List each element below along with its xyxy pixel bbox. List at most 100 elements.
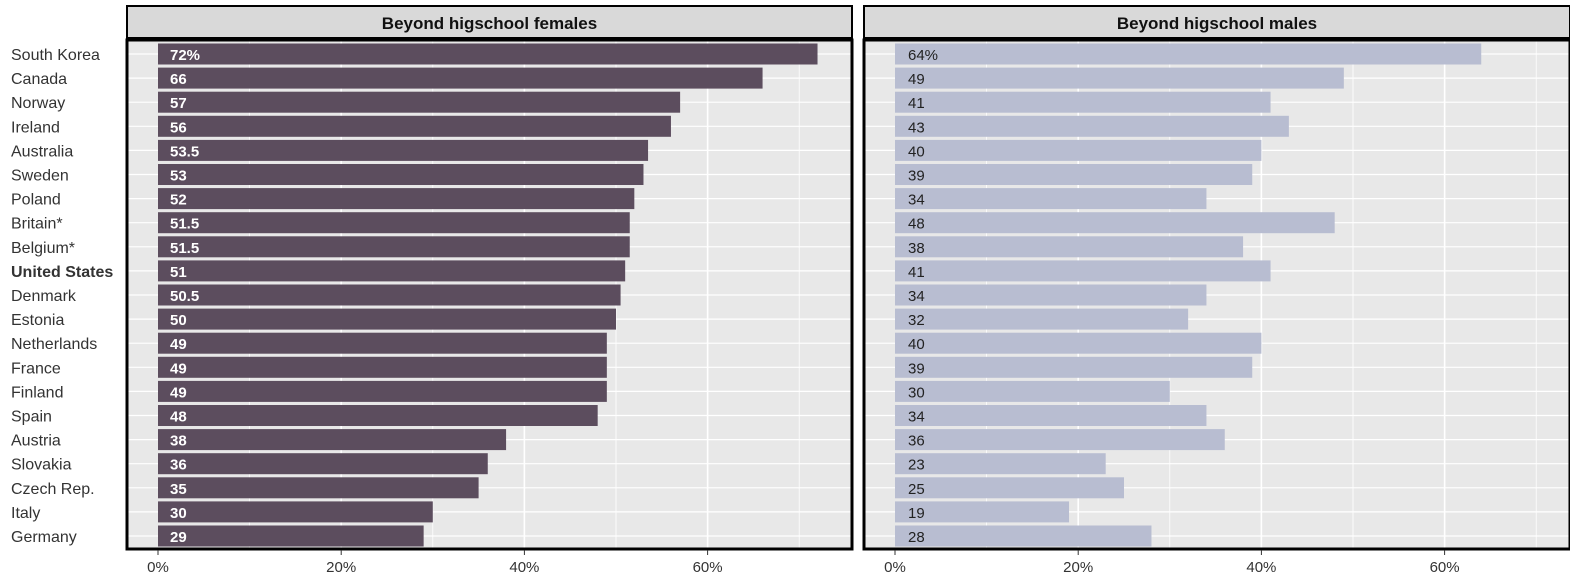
bar-females [158,525,424,547]
bar-females [158,308,616,330]
data-label-females: 53.5 [170,143,199,160]
x-tick-label: 20% [326,559,356,576]
data-label-males: 40 [908,143,925,160]
y-tick-label: Slovakia [11,457,72,474]
x-tick-label: 40% [1246,559,1276,576]
data-label-males: 23 [908,457,925,474]
y-tick-label: Canada [11,71,67,88]
x-tick-label: 20% [1063,559,1093,576]
bar-females [158,380,607,402]
data-label-males: 28 [908,529,925,546]
data-label-males: 32 [908,312,925,329]
y-tick-label: South Korea [11,47,100,64]
data-label-females: 36 [170,457,187,474]
data-label-females: 57 [170,95,187,112]
bar-females [158,356,607,378]
y-tick-label: Finland [11,384,63,401]
bar-females [158,236,630,258]
bar-females [158,477,479,499]
bar-males [895,260,1271,282]
bar-females [158,43,818,65]
data-label-males: 36 [908,433,925,450]
bar-males [895,164,1253,185]
data-label-females: 52 [170,192,187,209]
data-label-females: 35 [170,481,187,498]
facet-strip-males [863,5,1570,39]
bar-females [158,91,681,113]
data-label-females: 51 [170,264,187,281]
bar-females [158,164,644,185]
data-label-females: 30 [170,505,187,522]
y-tick-label: Sweden [11,168,69,185]
bar-males [895,308,1189,330]
data-label-males: 48 [908,216,925,233]
x-tick-label: 40% [509,559,539,576]
bar-males [895,380,1170,402]
bar-males [895,91,1271,113]
bar-males [895,501,1070,523]
y-tick-label: France [11,360,61,377]
facet-title-males: Beyond higschool males [1117,14,1317,33]
data-label-females: 51.5 [170,216,199,233]
y-tick-label: Czech Rep. [11,481,95,498]
x-tick-label: 60% [693,559,723,576]
data-label-males: 64% [908,47,938,64]
data-label-females: 51.5 [170,240,199,257]
bar-males [895,284,1207,306]
bar-females [158,332,607,354]
data-label-males: 39 [908,360,925,377]
y-tick-label: Norway [11,95,65,112]
facet-title-females: Beyond higschool females [382,14,597,33]
data-label-males: 41 [908,264,925,281]
bar-females [158,115,671,137]
y-tick-label: Germany [11,529,77,546]
data-label-females: 49 [170,336,187,353]
y-tick-label: Netherlands [11,336,97,353]
data-label-males: 39 [908,168,925,185]
bar-females [158,67,763,89]
bar-males [895,453,1106,475]
x-tick-label: 0% [884,559,906,576]
data-label-females: 49 [170,360,187,377]
panel-frame-males [862,38,1570,551]
data-label-males: 25 [908,481,925,498]
data-label-males: 40 [908,336,925,353]
facet-strip-females [126,5,853,39]
bar-males [895,115,1289,137]
bar-males [895,477,1124,499]
data-label-males: 34 [908,409,925,426]
bar-males [895,356,1253,378]
data-label-females: 72% [170,47,200,64]
data-label-males: 19 [908,505,925,522]
data-label-females: 50.5 [170,288,199,305]
data-label-males: 30 [908,384,925,401]
y-tick-label: United States [11,264,113,281]
bar-males [895,525,1152,547]
bar-males [895,212,1335,234]
bar-males [895,139,1262,161]
y-tick-label: Ireland [11,119,60,136]
bar-females [158,188,635,210]
y-tick-label: Denmark [11,288,77,305]
y-tick-label: Italy [11,505,40,522]
data-label-males: 38 [908,240,925,257]
bar-females [158,501,433,523]
bar-females [158,405,598,426]
data-label-females: 66 [170,71,187,88]
bar-females [158,453,488,475]
bar-males [895,429,1225,451]
y-tick-label: Britain* [11,216,63,233]
data-label-females: 53 [170,168,187,185]
bar-females [158,260,626,282]
bar-males [895,188,1207,210]
x-tick-label: 60% [1430,559,1460,576]
bar-males [895,405,1207,426]
data-label-females: 48 [170,409,187,426]
data-label-males: 43 [908,119,925,136]
data-label-males: 49 [908,71,925,88]
bar-males [895,67,1344,89]
bar-males [895,236,1244,258]
data-label-males: 34 [908,288,925,305]
y-tick-label: Australia [11,143,73,160]
